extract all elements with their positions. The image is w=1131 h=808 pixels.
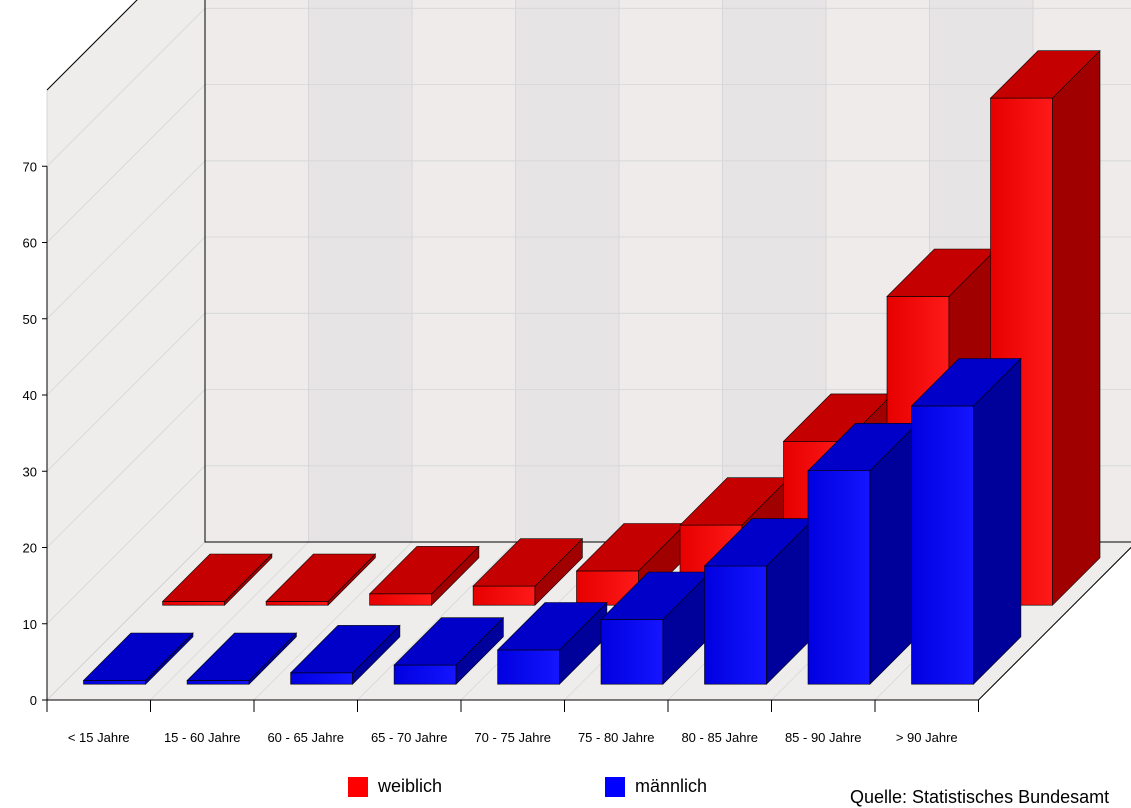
legend-item-weiblich: weiblich xyxy=(348,776,442,797)
x-tick-label: 85 - 90 Jahre xyxy=(785,730,862,745)
back-wall-band xyxy=(412,0,516,542)
y-tick-label: 40 xyxy=(23,388,37,403)
bar-maennlich xyxy=(808,423,917,684)
legend-item-maennlich: männlich xyxy=(605,776,707,797)
back-wall-band xyxy=(516,0,620,542)
y-tick-label: 0 xyxy=(30,693,37,708)
x-tick-label: 70 - 75 Jahre xyxy=(474,730,551,745)
legend-swatch-weiblich xyxy=(348,777,368,797)
y-tick-label: 20 xyxy=(23,541,37,556)
legend-label-maennlich: männlich xyxy=(635,776,707,797)
x-tick-label: > 90 Jahre xyxy=(896,730,958,745)
y-tick-label: 50 xyxy=(23,312,37,327)
back-wall-band xyxy=(619,0,723,542)
back-wall-band xyxy=(309,0,413,542)
x-tick-label: 60 - 65 Jahre xyxy=(267,730,344,745)
y-tick-label: 10 xyxy=(23,617,37,632)
x-tick-label: 75 - 80 Jahre xyxy=(578,730,655,745)
y-tick-label: 30 xyxy=(23,464,37,479)
bar-maennlich xyxy=(912,359,1021,685)
bar-chart-3d: 0 10 20 30 40 50 60 70 < 15 Jahre 15 - 60 Jahre 60… xyxy=(0,0,1131,770)
x-tick-label: < 15 Jahre xyxy=(68,730,130,745)
back-wall-band xyxy=(205,0,309,542)
x-tick-label: 15 - 60 Jahre xyxy=(164,730,241,745)
source-note: Quelle: Statistisches Bundesamt xyxy=(850,787,1109,808)
x-tick-label: 65 - 70 Jahre xyxy=(371,730,448,745)
y-tick-label: 60 xyxy=(23,236,37,251)
y-tick-label: 70 xyxy=(23,159,37,174)
x-tick-label: 80 - 85 Jahre xyxy=(681,730,758,745)
legend-swatch-maennlich xyxy=(605,777,625,797)
legend-label-weiblich: weiblich xyxy=(378,776,442,797)
